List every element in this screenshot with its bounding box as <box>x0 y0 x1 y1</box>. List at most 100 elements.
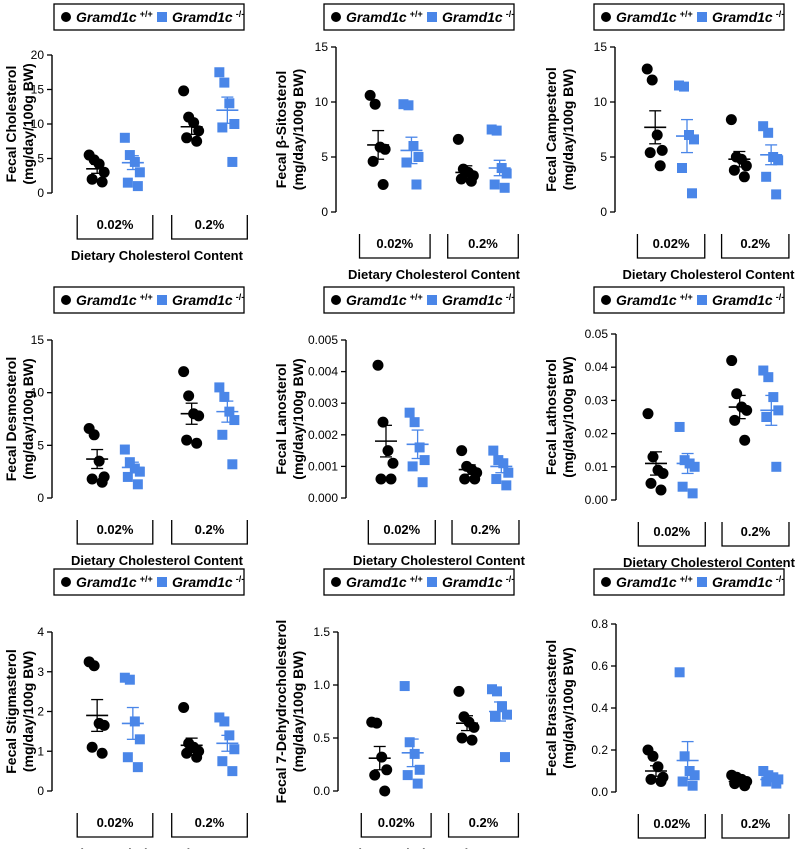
data-point-ko <box>409 748 420 759</box>
x-group-bracket <box>360 813 432 838</box>
legend-label-wt: Gramd1c +/+ <box>616 9 693 25</box>
data-point-wt <box>376 751 388 763</box>
y-tick-label: 0 <box>600 205 607 219</box>
data-point-ko <box>414 764 425 775</box>
x-category-label: 0.2% <box>469 815 499 830</box>
legend-box <box>53 3 245 31</box>
data-point-wt <box>86 173 98 185</box>
data-point-ko <box>674 667 685 678</box>
legend-label-ko: Gramd1c -/- <box>172 9 244 25</box>
data-point-wt <box>651 129 663 141</box>
data-point-wt <box>731 388 743 400</box>
data-point-ko <box>124 150 135 161</box>
data-point-wt <box>740 160 752 172</box>
data-point-wt <box>93 455 105 467</box>
data-point-wt <box>188 117 200 129</box>
x-category-label: 0.02% <box>97 522 134 537</box>
x-category-label: 0.2% <box>740 236 770 251</box>
data-point-ko <box>401 157 412 168</box>
data-point-wt <box>655 484 667 496</box>
y-tick-label: 0 <box>37 186 44 200</box>
y-tick-label: 4 <box>37 625 44 639</box>
data-point-ko <box>229 744 240 755</box>
data-point-ko <box>229 415 240 426</box>
chart-panel-5: Gramd1c +/+ Gramd1c -/- 0.000 0.001 0.002 0.003… <box>273 286 526 568</box>
x-group-bracket <box>447 234 519 259</box>
x-category-label: 0.02% <box>653 816 690 831</box>
legend-marker-ko <box>427 295 437 305</box>
data-point-ko <box>419 455 430 466</box>
data-point-wt <box>645 477 657 489</box>
data-point-wt <box>377 179 389 190</box>
data-point-wt <box>379 143 391 155</box>
data-point-wt <box>645 773 657 785</box>
data-point-wt <box>371 717 383 729</box>
data-point-ko <box>214 67 225 78</box>
data-point-wt <box>88 660 100 672</box>
data-point-wt <box>729 414 741 426</box>
legend-label-ko: Gramd1c -/- <box>712 574 784 590</box>
x-group-bracket <box>76 520 154 545</box>
x-category-label: 0.02% <box>97 815 134 830</box>
y-axis-title: Fecal β-Sitosterol <box>273 71 289 188</box>
y-axis-subtitle: (mg/day/100g BW) <box>290 651 306 772</box>
chart-panel-8: Gramd1c +/+ Gramd1c -/- 0.0 0.5 1.0 1.5 Fecal 7-… <box>273 568 522 849</box>
data-point-wt <box>96 176 108 188</box>
data-point-wt <box>452 133 464 145</box>
data-point-ko <box>489 711 500 722</box>
data-point-ko <box>129 716 140 727</box>
data-point-wt <box>739 434 751 446</box>
x-axis-title: Dietary Cholesterol Content <box>623 267 796 282</box>
data-point-wt <box>96 476 108 488</box>
data-point-wt <box>385 473 397 485</box>
data-point-ko <box>501 709 512 720</box>
x-category-label: 0.2% <box>471 522 501 537</box>
data-point-ko <box>413 152 424 162</box>
data-point-ko <box>761 171 772 182</box>
data-point-wt <box>655 776 667 787</box>
legend-label-wt: Gramd1c +/+ <box>76 292 153 308</box>
data-point-ko <box>501 480 512 491</box>
data-point-wt <box>181 434 193 446</box>
data-point-ko <box>132 762 143 773</box>
legend-box <box>593 286 785 314</box>
data-point-wt <box>453 685 465 697</box>
data-point-wt <box>191 135 203 147</box>
data-point-ko <box>134 734 145 745</box>
legend-marker-ko <box>427 12 437 22</box>
data-point-ko <box>134 167 145 178</box>
legend-marker-ko <box>427 577 437 587</box>
x-group-bracket <box>637 522 706 547</box>
data-point-ko <box>403 100 414 111</box>
x-group-bracket <box>636 234 706 259</box>
data-point-ko <box>402 770 413 781</box>
y-tick-label: 15 <box>315 40 329 54</box>
y-axis-subtitle: (mg/day/100g BW) <box>290 69 306 190</box>
chart-panel-7: Gramd1c +/+ Gramd1c -/- 0 1 2 3 4 Fecal Stigmaste… <box>3 568 248 849</box>
data-point-ko <box>132 479 143 490</box>
data-point-wt <box>377 416 389 428</box>
data-point-ko <box>773 155 784 166</box>
data-point-ko <box>217 122 228 133</box>
y-axis-subtitle: (mg/day/100g BW) <box>560 356 576 477</box>
data-point-ko <box>499 182 510 193</box>
legend-marker-wt <box>601 295 611 305</box>
chart-panel-1: Gramd1c +/+ Gramd1c -/- 0 5 10 15 20 Fecal Choles… <box>3 3 248 263</box>
data-point-ko <box>679 751 690 762</box>
data-point-ko <box>496 701 507 712</box>
data-point-ko <box>409 417 420 428</box>
legend-box <box>53 286 245 314</box>
legend-marker-ko <box>697 12 707 22</box>
legend-label-ko: Gramd1c -/- <box>172 292 244 308</box>
data-point-ko <box>491 686 502 697</box>
chart-panel-6: Gramd1c +/+ Gramd1c -/- 0.00 0.01 0.02 0.03 0.04… <box>543 286 796 570</box>
legend-marker-wt <box>61 12 71 22</box>
y-tick-label: 20 <box>31 48 45 62</box>
data-point-wt <box>647 750 659 762</box>
data-point-ko <box>768 392 779 403</box>
data-point-wt <box>379 785 391 797</box>
legend-label-ko: Gramd1c -/- <box>712 292 784 308</box>
data-point-ko <box>687 780 698 791</box>
chart-panel-3: Gramd1c +/+ Gramd1c -/- 0 5 10 15 Fecal Campeste… <box>543 3 796 282</box>
legend-label-wt: Gramd1c +/+ <box>346 9 423 25</box>
